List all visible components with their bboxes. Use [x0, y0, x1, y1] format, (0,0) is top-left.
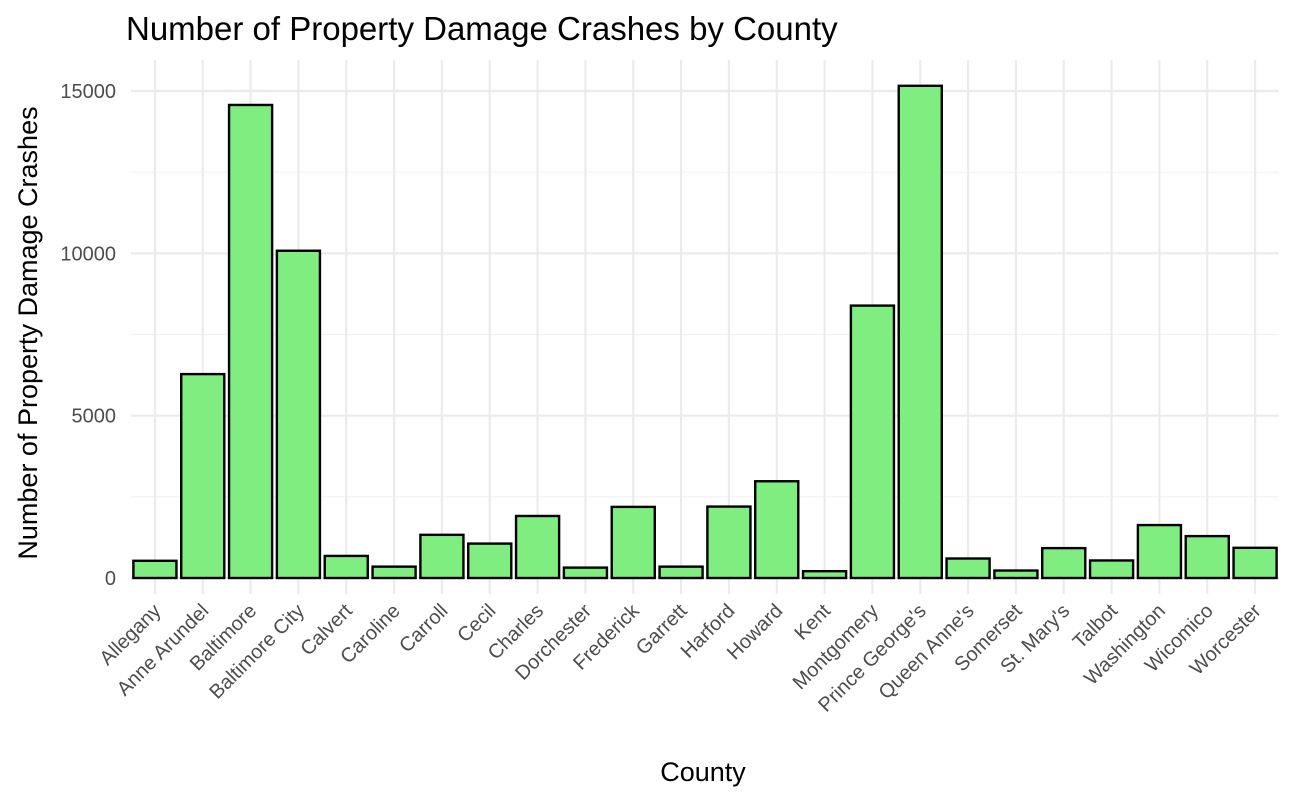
bars [132, 84, 1278, 580]
y-tick-label: 0 [105, 568, 116, 590]
chart-title: Number of Property Damage Crashes by Cou… [126, 10, 838, 47]
bar-washington [1136, 523, 1183, 580]
bar-baltimore-city [275, 249, 322, 580]
bar-frederick [610, 505, 656, 580]
y-tick-labels: 0 5000 10000 15000 [60, 81, 116, 590]
bar-garrett [658, 565, 704, 580]
bar-charles [514, 514, 561, 580]
bar-allegany [132, 559, 178, 580]
bar-caroline [371, 565, 417, 580]
bar-somerset [993, 569, 1039, 580]
bar-baltimore [227, 103, 274, 580]
bar-cecil [467, 542, 513, 580]
bar-talbot [1088, 559, 1135, 580]
bar-carroll [419, 533, 465, 580]
bar-prince-george-s [897, 84, 943, 580]
bar-st-mary-s [1041, 546, 1087, 580]
bar-harford [706, 505, 752, 580]
y-tick-label: 5000 [72, 406, 117, 428]
bar-dorchester [562, 566, 609, 580]
x-tick-label: Carroll [395, 600, 452, 657]
bar-montgomery [849, 304, 896, 580]
y-axis-title: Number of Property Damage Crashes [13, 106, 43, 559]
bar-wicomico [1184, 534, 1230, 580]
bar-calvert [323, 554, 369, 580]
x-axis-title: County [660, 757, 746, 787]
bar-howard [754, 480, 800, 580]
y-tick-label: 10000 [60, 243, 116, 265]
bar-queen-anne-s [945, 557, 991, 580]
bar-kent [801, 569, 848, 580]
y-tick-label: 15000 [60, 81, 116, 103]
bar-worcester [1232, 546, 1278, 580]
bar-anne-arundel [180, 372, 226, 580]
